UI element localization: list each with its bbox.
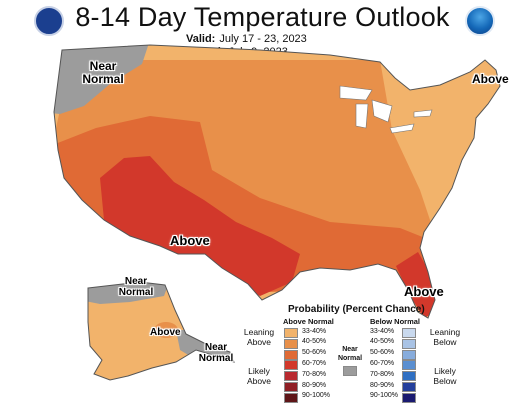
noaa-logo-icon — [465, 6, 495, 36]
zone-florida-60-70 — [396, 252, 436, 318]
legend-above-swatch — [284, 392, 298, 403]
legend-above-bin-label: 60-70% — [302, 359, 327, 367]
legend-above-bin-label: 70-80% — [302, 370, 327, 378]
zone-60-70 — [100, 156, 300, 296]
legend-below-swatch — [402, 371, 416, 382]
legend-likely-above: Likely Above — [246, 366, 272, 386]
lake-huron — [371, 99, 393, 123]
legend-below-bin-label: 60-70% — [370, 359, 395, 367]
legend-near-header: Near Normal — [337, 346, 363, 362]
legend-above-swatch — [284, 371, 298, 382]
valid-label: Valid: — [186, 33, 216, 45]
legend-above-swatch — [284, 349, 298, 360]
legend-above-swatch — [284, 328, 298, 338]
map-title: 8-14 Day Temperature Outlook — [75, 2, 450, 32]
legend-above-bin-label: 33-40% — [302, 327, 327, 335]
above-sw-label: Above — [170, 233, 210, 248]
legend-above-header: Above Normal — [283, 317, 334, 326]
legend-below-bin-label: 90-100% — [370, 392, 399, 400]
above-ne-label: Above — [472, 72, 509, 86]
legend-above-swatch — [284, 382, 298, 392]
legend-below-swatch — [402, 328, 416, 338]
valid-dates: July 17 - 23, 2023 — [219, 33, 307, 45]
legend-above-bin-label: 50-60% — [302, 349, 327, 357]
legend-likely-below: Likely Below — [433, 366, 457, 386]
legend-above-bin-label: 90-100% — [302, 392, 331, 400]
legend-leaning-above: Leaning Above — [243, 327, 275, 347]
lake-erie — [389, 123, 415, 134]
legend-above-bin-label: 40-50% — [302, 338, 327, 346]
legend-below-swatch — [402, 349, 416, 360]
above-fl-label: Above — [404, 284, 444, 299]
legend-below-bin-label: 80-90% — [370, 381, 395, 389]
legend-below-bin-label: 40-50% — [370, 338, 395, 346]
conus-outline — [53, 44, 501, 319]
conus-probability-zones — [54, 45, 500, 318]
lake-superior — [339, 85, 373, 101]
above-ak-label: Above — [150, 327, 181, 338]
legend-below-swatch — [402, 338, 416, 349]
lake-michigan — [355, 103, 369, 129]
commerce-seal-icon — [34, 6, 64, 36]
near-normal-nw-label: Near Normal — [82, 59, 124, 86]
legend-below-swatch — [402, 382, 416, 392]
legend-above-swatch — [284, 360, 298, 371]
legend-near-swatch — [343, 366, 357, 376]
near-normal-ak-sw-label: Near Normal — [198, 342, 234, 364]
ak-zone-40-50 — [154, 322, 178, 338]
lake-ontario — [413, 109, 433, 118]
legend-below-swatch — [402, 392, 416, 403]
legend-below-bin-label: 50-60% — [370, 349, 395, 357]
legend-below-bin-label: 33-40% — [370, 327, 395, 335]
valid-line: Valid: July 17 - 23, 2023 — [186, 33, 307, 45]
legend-title: Probability (Percent Chance) — [288, 304, 425, 315]
legend-above-bin-label: 80-90% — [302, 381, 327, 389]
legend-below-swatch — [402, 360, 416, 371]
near-normal-ak-n-label: Near Normal — [118, 276, 154, 298]
legend-below-header: Below Normal — [370, 317, 421, 326]
legend-below-bin-label: 70-80% — [370, 370, 395, 378]
zone-near-normal-nw — [54, 45, 150, 114]
legend-leaning-below: Leaning Below — [429, 327, 461, 347]
legend-above-swatch — [284, 338, 298, 349]
alaska-outline — [87, 281, 235, 381]
